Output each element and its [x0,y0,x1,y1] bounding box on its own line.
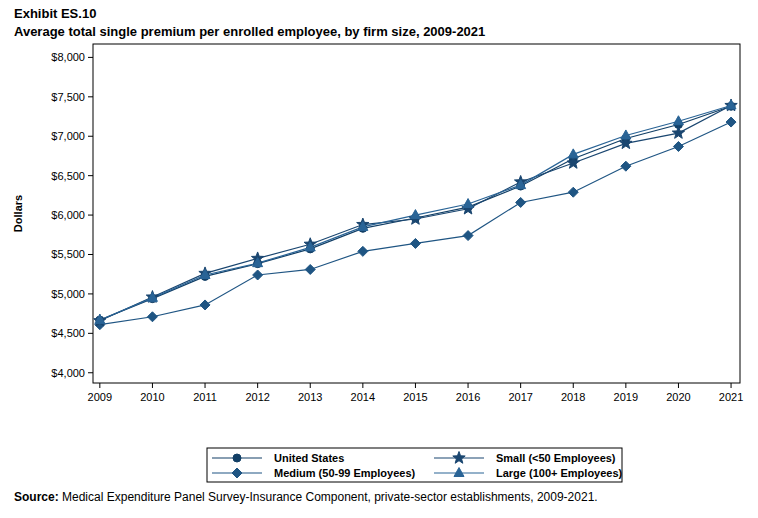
x-tick-label: 2013 [298,391,322,403]
point [410,238,420,248]
x-tick [731,383,732,388]
x-tick [362,383,363,388]
y-tick-label: $4,000 [51,367,85,379]
y-tick-label: $6,000 [51,209,85,221]
point [673,141,683,151]
point [358,246,368,256]
legend-marker [453,452,465,464]
point [146,291,158,303]
plot-marks [94,99,738,330]
point [410,210,420,219]
point [199,267,211,279]
point [305,264,315,274]
x-tick-label: 2017 [508,391,532,403]
x-tick [310,383,311,388]
point [253,270,263,280]
y-tick-label: $8,000 [51,51,85,63]
point [463,231,473,241]
x-tick-label: 2009 [88,391,112,403]
subtitle: Average total single premium per enrolle… [14,24,485,39]
y-tick [88,333,93,334]
point [516,197,526,207]
point [726,100,736,109]
x-tick [205,383,206,388]
x-tick-label: 2011 [193,391,217,403]
x-tick [678,383,679,388]
point [726,117,736,127]
x-tick [415,383,416,388]
point [253,258,263,267]
title: Exhibit ES.10 [14,6,96,21]
y-tick [88,175,93,176]
x-tick-label: 2014 [351,391,375,403]
source-note: Source: Medical Expenditure Panel Survey… [14,490,598,504]
legend-marker [233,454,241,462]
y-tick-label: $5,000 [51,288,85,300]
plot-frame [93,44,740,383]
y-tick [88,372,93,373]
series-line [100,122,731,325]
legend-label: Large (100+ Employees) [496,467,623,479]
legend-marker [454,468,464,477]
point [568,149,578,158]
chart: Exhibit ES.10 Average total single premiu… [0,0,758,518]
point [200,300,210,310]
x-tick [625,383,626,388]
legend-label: Small (<50 Employees) [496,452,616,464]
source-label: Source: [14,490,59,504]
y-tick [88,293,93,294]
y-tick [88,96,93,97]
x-tick-label: 2019 [614,391,638,403]
point [357,218,369,230]
legend-marker [232,468,242,478]
point [673,116,683,125]
x-tick-label: 2021 [719,391,743,403]
x-tick-label: 2010 [140,391,164,403]
series-line [100,106,731,320]
point [200,269,210,278]
x-tick-label: 2020 [666,391,690,403]
point [305,242,315,251]
point [725,99,737,111]
point [358,221,368,230]
y-tick [88,136,93,137]
y-tick-label: $5,500 [51,248,85,260]
y-tick [88,254,93,255]
x-tick-label: 2012 [245,391,269,403]
legend-label: United States [274,452,344,464]
x-tick-label: 2015 [403,391,427,403]
x-tick-label: 2016 [456,391,480,403]
series-line [100,105,731,319]
y-tick-label: $7,000 [51,130,85,142]
x-tick [468,383,469,388]
x-tick [99,383,100,388]
point [516,180,526,189]
point [621,130,631,139]
x-tick-label: 2018 [561,391,585,403]
point [94,314,106,326]
x-tick [257,383,258,388]
point [147,312,157,322]
series-line [100,105,731,320]
x-tick [520,383,521,388]
y-tick [88,57,93,58]
y-tick-label: $4,500 [51,327,85,339]
y-tick [88,215,93,216]
source-text: Medical Expenditure Panel Survey-Insuran… [59,490,598,504]
background [0,0,758,518]
point [147,292,157,301]
legend-box [207,448,622,482]
y-axis-label: Dollars [12,195,24,232]
point [463,199,473,208]
point [95,314,105,323]
point [672,127,684,139]
legend-label: Medium (50-99 Employees) [274,467,416,479]
point [621,161,631,171]
x-tick [573,383,574,388]
y-tick-label: $7,500 [51,91,85,103]
x-tick [152,383,153,388]
point [568,187,578,197]
y-tick-label: $6,500 [51,170,85,182]
